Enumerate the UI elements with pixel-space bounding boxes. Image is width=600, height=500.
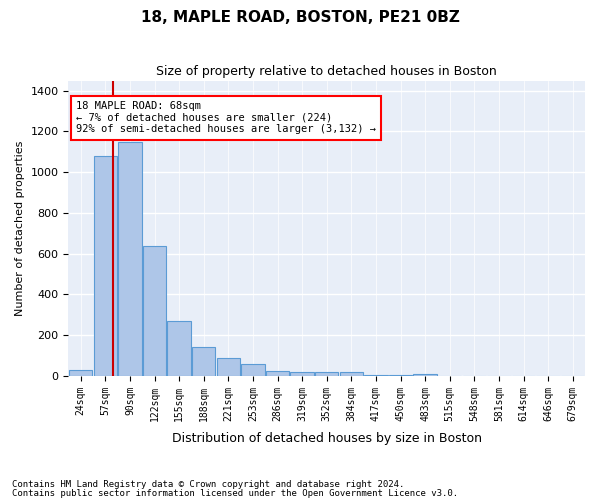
Bar bbox=[241, 364, 265, 376]
Bar bbox=[364, 375, 388, 376]
Bar bbox=[315, 372, 338, 376]
Text: Contains public sector information licensed under the Open Government Licence v3: Contains public sector information licen… bbox=[12, 488, 458, 498]
Y-axis label: Number of detached properties: Number of detached properties bbox=[15, 140, 25, 316]
Text: 18 MAPLE ROAD: 68sqm
← 7% of detached houses are smaller (224)
92% of semi-detac: 18 MAPLE ROAD: 68sqm ← 7% of detached ho… bbox=[76, 101, 376, 134]
Bar bbox=[143, 246, 166, 376]
Text: Contains HM Land Registry data © Crown copyright and database right 2024.: Contains HM Land Registry data © Crown c… bbox=[12, 480, 404, 489]
Bar bbox=[340, 372, 363, 376]
Bar bbox=[167, 321, 191, 376]
Bar bbox=[290, 372, 314, 376]
Text: 18, MAPLE ROAD, BOSTON, PE21 0BZ: 18, MAPLE ROAD, BOSTON, PE21 0BZ bbox=[140, 10, 460, 25]
X-axis label: Distribution of detached houses by size in Boston: Distribution of detached houses by size … bbox=[172, 432, 482, 445]
Bar bbox=[217, 358, 240, 376]
Bar bbox=[413, 374, 437, 376]
Bar bbox=[192, 348, 215, 376]
Bar bbox=[94, 156, 117, 376]
Title: Size of property relative to detached houses in Boston: Size of property relative to detached ho… bbox=[157, 65, 497, 78]
Bar bbox=[69, 370, 92, 376]
Bar bbox=[118, 142, 142, 376]
Bar bbox=[266, 371, 289, 376]
Bar bbox=[389, 375, 412, 376]
